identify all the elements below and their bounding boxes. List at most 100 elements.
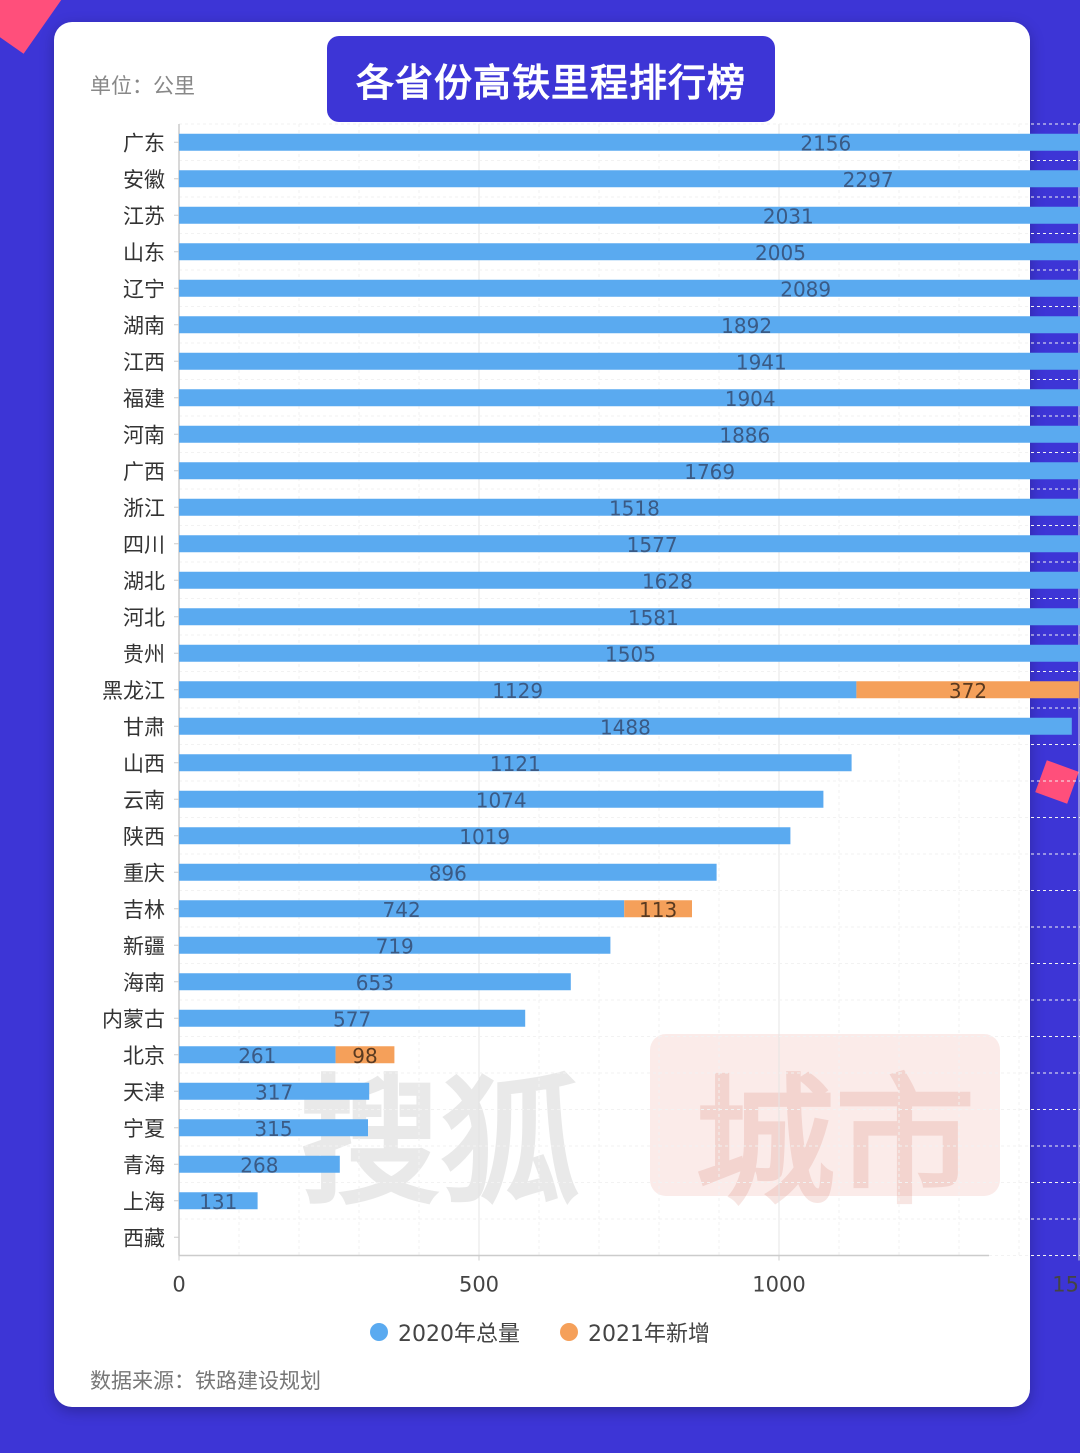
y-tick-label: 上海 xyxy=(123,1190,165,1214)
bar-2020 xyxy=(179,133,1080,151)
bar-label-2020: 1904 xyxy=(725,387,776,411)
x-tick-label: 500 xyxy=(459,1273,499,1297)
watermark-badge xyxy=(650,1034,1000,1196)
bar-2020 xyxy=(179,681,857,699)
legend-item-2020[interactable]: 2020年总量 xyxy=(370,1316,520,1348)
y-tick-label: 重庆 xyxy=(123,861,165,885)
bar-label-2020: 1505 xyxy=(605,642,656,666)
bar-2020 xyxy=(179,863,717,881)
legend: 2020年总量 2021年新增 xyxy=(0,1316,1080,1348)
y-tick-label: 四川 xyxy=(123,533,165,557)
bar-2020 xyxy=(179,936,611,954)
bar-label-2020: 742 xyxy=(383,898,421,922)
source-label: 数据来源：铁路建设规划 xyxy=(90,1369,321,1393)
bar-2020 xyxy=(179,827,791,845)
y-tick-label: 江西 xyxy=(123,350,165,374)
y-tick-label: 湖南 xyxy=(123,314,165,338)
bar-label-2020: 1581 xyxy=(628,606,679,630)
bar-2020 xyxy=(179,1119,368,1137)
y-tick-label: 新疆 xyxy=(123,934,165,958)
bar-label-2020: 1577 xyxy=(627,533,678,557)
bar-2020 xyxy=(179,535,1080,553)
bar-label-2020: 1886 xyxy=(719,423,770,447)
bar-label-2020: 1019 xyxy=(459,825,510,849)
watermark-text-city: 城市 xyxy=(695,1062,976,1225)
y-tick-label: 浙江 xyxy=(123,496,165,520)
y-tick-label: 山西 xyxy=(123,752,165,776)
legend-item-2021[interactable]: 2021年新增 xyxy=(560,1316,710,1348)
y-tick-label: 云南 xyxy=(123,788,165,812)
bar-label-2020: 131 xyxy=(199,1190,237,1214)
bar-label-2020: 1129 xyxy=(492,679,543,703)
bar-label-2020: 261 xyxy=(238,1044,276,1068)
y-tick-label: 陕西 xyxy=(123,825,165,849)
bar-2020 xyxy=(179,1046,336,1064)
bar-label-2020: 317 xyxy=(255,1080,293,1104)
bar-2020 xyxy=(179,498,1080,516)
legend-label-2021: 2021年新增 xyxy=(588,1322,710,1347)
bar-2020 xyxy=(179,170,1080,188)
y-tick-label: 青海 xyxy=(123,1153,165,1177)
bar-2020 xyxy=(179,243,1080,261)
bar-2020 xyxy=(179,206,1080,224)
bar-label-2020: 577 xyxy=(333,1007,371,1031)
chart-title: 各省份高铁里程排行榜 xyxy=(327,36,775,122)
y-tick-label: 天津 xyxy=(123,1080,165,1104)
bar-2020 xyxy=(179,352,1080,370)
y-tick-label: 宁夏 xyxy=(123,1117,165,1141)
y-tick-label: 广东 xyxy=(123,131,165,155)
y-tick-label: 吉林 xyxy=(123,898,165,922)
y-tick-label: 山东 xyxy=(123,241,165,265)
bar-label-2020: 1941 xyxy=(736,350,787,374)
bar-label-2020: 1488 xyxy=(600,715,651,739)
bar-label-2020: 1628 xyxy=(642,569,693,593)
bar-label-2020: 1769 xyxy=(684,460,735,484)
y-tick-label: 安徽 xyxy=(123,168,165,192)
bar-2020 xyxy=(179,389,1080,407)
legend-dot-2020 xyxy=(370,1323,388,1341)
y-tick-label: 河南 xyxy=(123,423,165,447)
bar-2020 xyxy=(179,1155,340,1173)
y-tick-label: 内蒙古 xyxy=(102,1007,165,1031)
bar-2020 xyxy=(179,425,1080,443)
bar-label-2020: 2031 xyxy=(763,204,814,228)
bar-2021 xyxy=(624,900,692,918)
y-tick-label: 北京 xyxy=(123,1044,165,1068)
legend-dot-2021 xyxy=(560,1323,578,1341)
bar-2020 xyxy=(179,717,1072,735)
bar-2020 xyxy=(179,462,1080,480)
bar-label-2020: 1074 xyxy=(476,788,527,812)
bar-label-2020: 896 xyxy=(429,861,467,885)
y-tick-label: 福建 xyxy=(123,387,165,411)
bar-2020 xyxy=(179,754,852,772)
unit-label: 单位：公里 xyxy=(90,74,195,98)
y-tick-label: 贵州 xyxy=(123,642,165,666)
bar-label-2020: 315 xyxy=(254,1117,292,1141)
bar-2020 xyxy=(179,1009,526,1027)
bar-2020 xyxy=(179,644,1080,662)
bar-2020 xyxy=(179,1192,258,1210)
bar-label-2020: 2005 xyxy=(755,241,806,265)
legend-label-2020: 2020年总量 xyxy=(398,1322,520,1347)
bar-label-2020: 1121 xyxy=(490,752,541,776)
bar-2020 xyxy=(179,1082,370,1100)
bar-label-2020: 1518 xyxy=(609,496,660,520)
bar-label-2021: 98 xyxy=(352,1044,377,1068)
bar-label-2020: 719 xyxy=(376,934,414,958)
x-tick-label: 1000 xyxy=(752,1273,805,1297)
y-tick-label: 黑龙江 xyxy=(102,679,165,703)
y-tick-label: 海南 xyxy=(123,971,165,995)
y-tick-label: 辽宁 xyxy=(123,277,165,301)
y-tick-label: 河北 xyxy=(123,606,165,630)
y-tick-label: 江苏 xyxy=(123,204,165,228)
bar-2020 xyxy=(179,571,1080,589)
bar-2020 xyxy=(179,279,1080,297)
y-tick-label: 甘肃 xyxy=(123,715,165,739)
bar-label-2020: 2156 xyxy=(800,131,851,155)
bar-2020 xyxy=(179,316,1080,334)
bar-2020 xyxy=(179,790,824,808)
bar-label-2020: 1892 xyxy=(721,314,772,338)
bar-label-2020: 653 xyxy=(356,971,394,995)
bar-label-2020: 2297 xyxy=(843,168,894,192)
